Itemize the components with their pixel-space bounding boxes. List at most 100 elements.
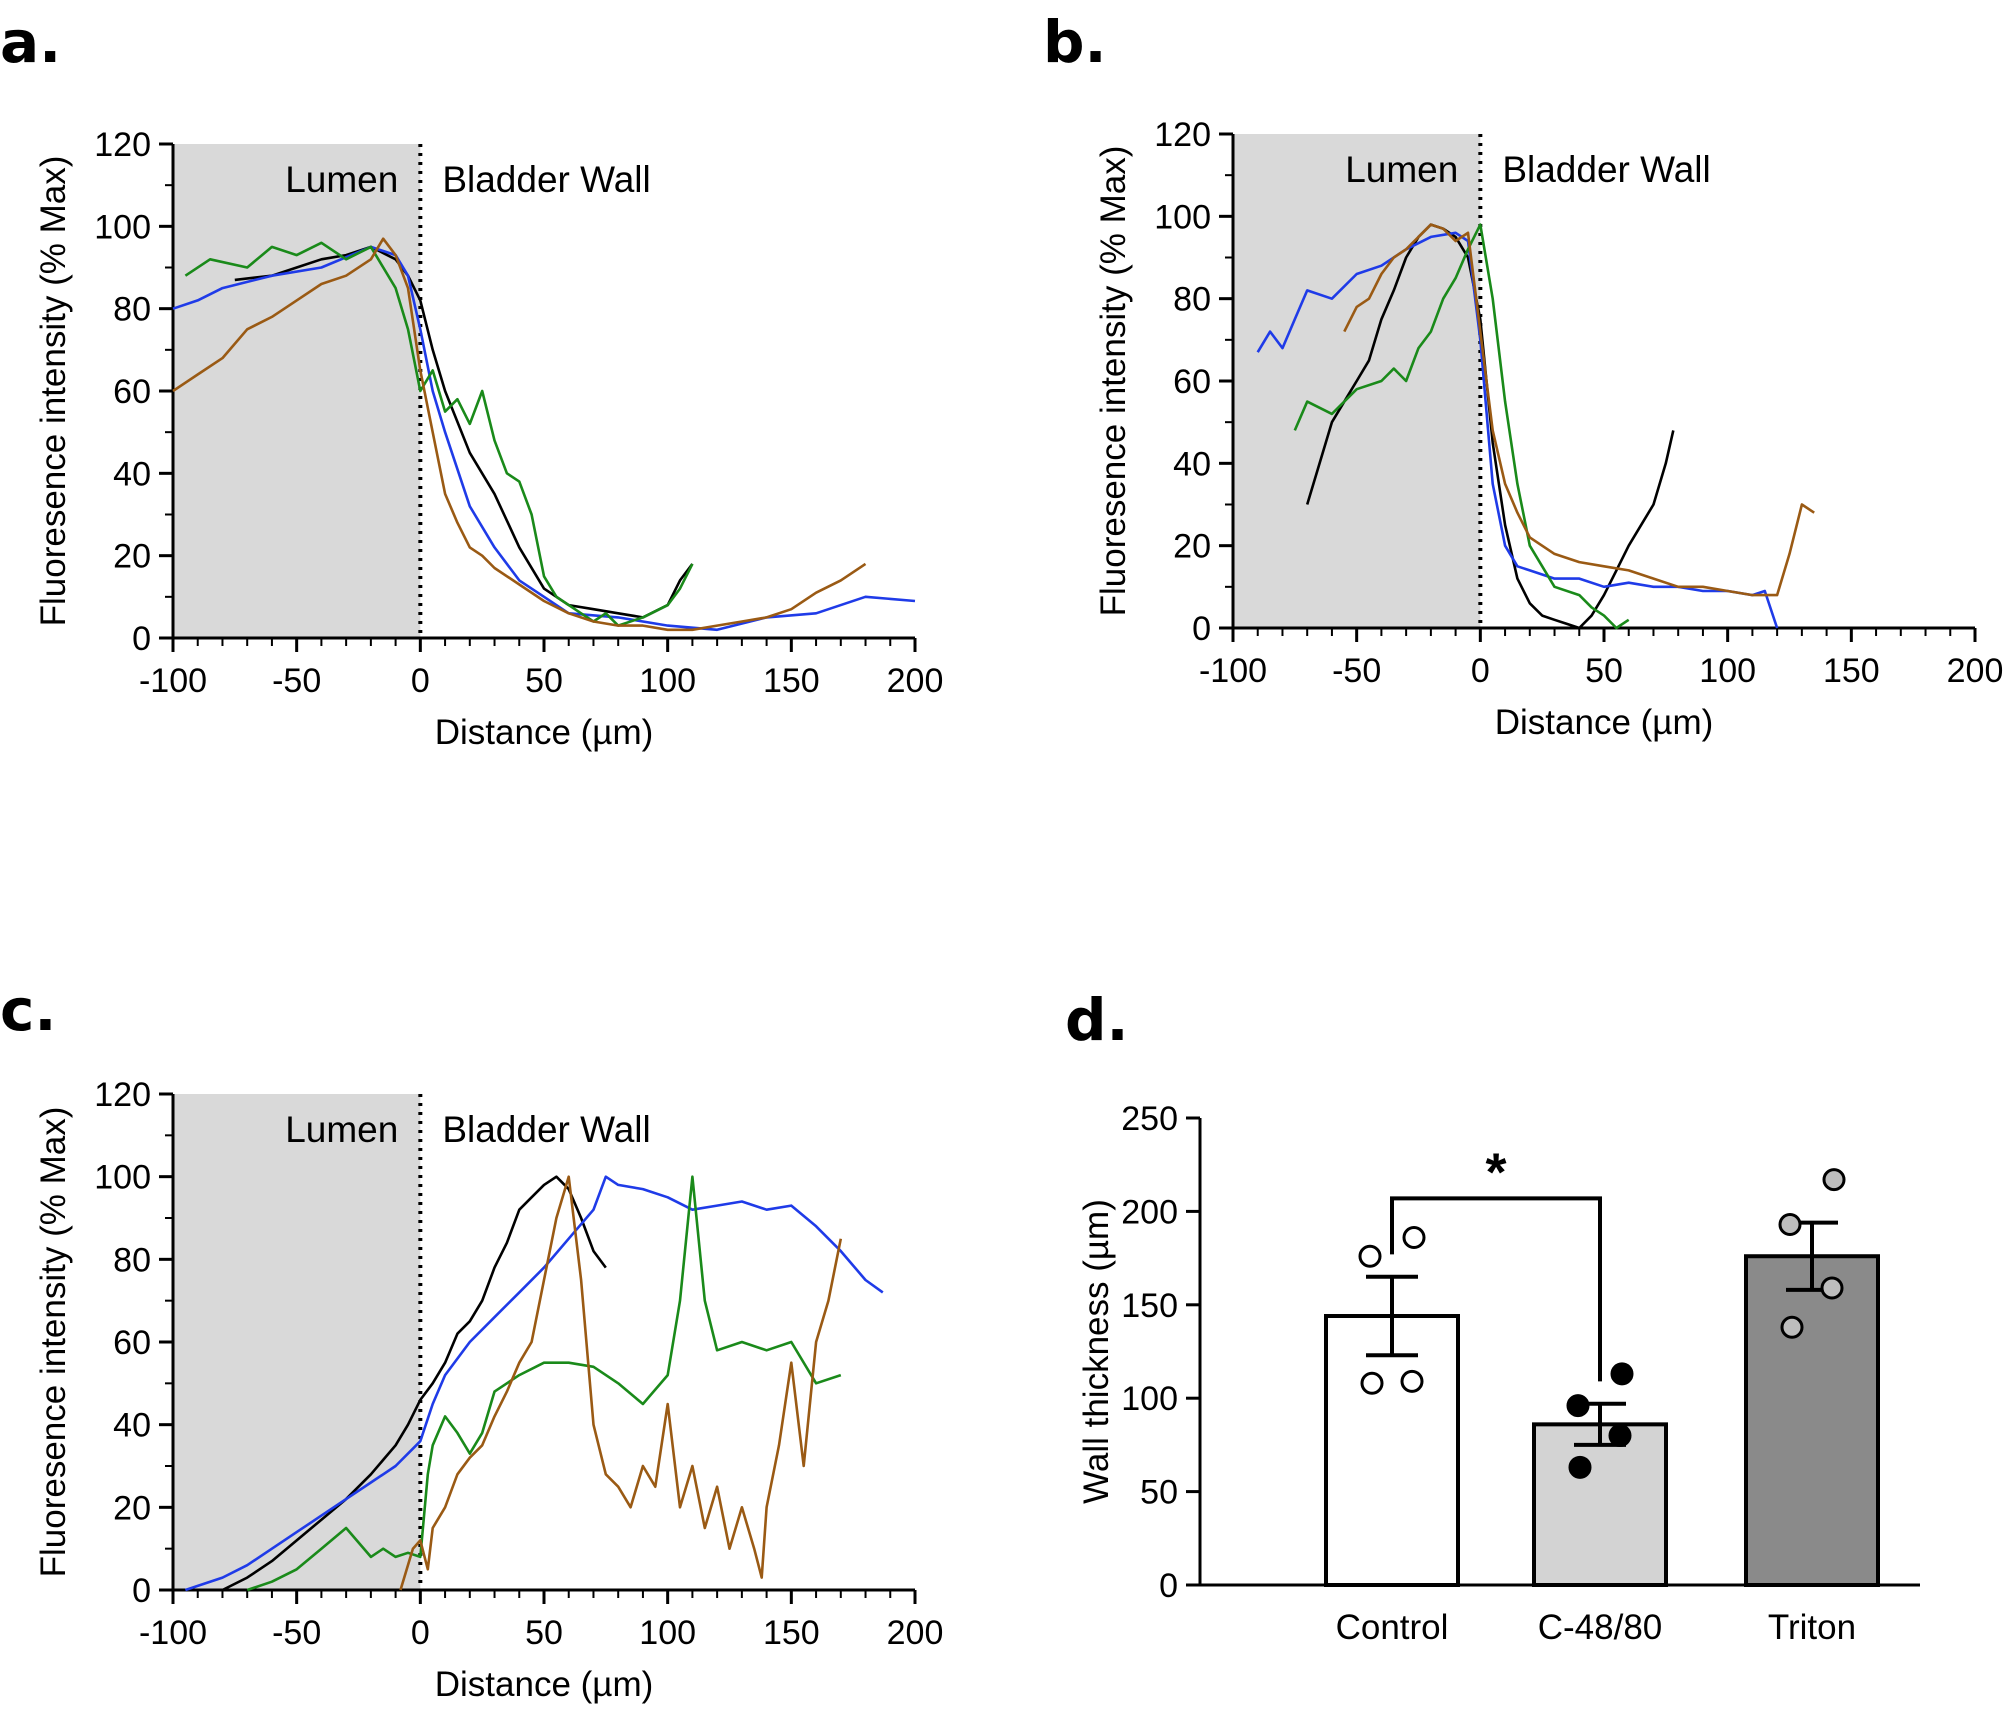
x-tick-label: 150 [1823, 652, 1880, 690]
x-axis-title: Distance (µm) [435, 1665, 654, 1704]
lumen-label: Lumen [1345, 149, 1458, 190]
x-tick-label: -50 [1332, 652, 1381, 690]
series-line-green [1293, 223, 1630, 630]
y-tick-label: 40 [1173, 445, 1211, 483]
category-label: Triton [1768, 1608, 1856, 1647]
category-label: Control [1336, 1608, 1449, 1647]
y-tick-label: 60 [113, 1324, 151, 1362]
bladder-wall-label: Bladder Wall [442, 159, 650, 200]
data-point [1400, 1369, 1424, 1393]
panel-letter: c. [0, 976, 56, 1044]
y-axis-title: Fluoresence intensity (% Max) [34, 1107, 73, 1578]
y-axis-title: Fluoresence intensity (% Max) [1094, 146, 1133, 617]
x-tick-label: 100 [1699, 652, 1756, 690]
series-line-brown [172, 237, 867, 632]
series-line-blue [172, 245, 916, 632]
data-point [1566, 1394, 1590, 1418]
significance-bracket [1390, 1196, 1602, 1382]
x-tick-label: -100 [1199, 652, 1267, 690]
data-point [1568, 1455, 1592, 1479]
y-tick-label: 150 [1121, 1287, 1178, 1325]
y-tick-label: 250 [1121, 1100, 1178, 1138]
x-tick-label: 150 [763, 662, 820, 700]
y-tick-label: 200 [1121, 1193, 1178, 1231]
y-tick-label: 100 [1154, 198, 1211, 236]
x-tick-label: -50 [272, 1614, 321, 1652]
y-tick-label: 0 [132, 1572, 151, 1610]
data-point [1608, 1424, 1632, 1448]
data-point [1780, 1315, 1804, 1339]
series-line-brown [1343, 223, 1815, 597]
y-tick-label: 100 [94, 1159, 151, 1197]
series-line-black [1305, 223, 1675, 630]
series-line-green [246, 1175, 842, 1592]
y-tick-label: 20 [113, 538, 151, 576]
x-tick-label: 100 [639, 662, 696, 700]
x-tick-label: 0 [1471, 652, 1490, 690]
series-line-blue [1256, 231, 1779, 629]
bladder-wall-label: Bladder Wall [1502, 149, 1710, 190]
bar-triton [1744, 1254, 1880, 1588]
x-tick-label: -50 [272, 662, 321, 700]
x-tick-label: 50 [525, 662, 563, 700]
series-line-black [234, 245, 694, 619]
y-tick-label: 40 [113, 1407, 151, 1445]
x-tick-label: -100 [139, 1614, 207, 1652]
y-axis-title: Wall thickness (µm) [1077, 1199, 1116, 1504]
panel-b: b. Lumen Bladder Wall 0 20 40 60 80 100 120 -100 -5… [1043, 8, 2003, 742]
bar-control [1324, 1314, 1460, 1588]
series-line-green [184, 241, 694, 627]
data-point [1358, 1244, 1382, 1268]
panel-c: c. Lumen Bladder Wall 0 20 40 60 80 100 120 -100 -5… [0, 976, 943, 1704]
panel-letter: a. [0, 8, 61, 76]
y-tick-label: 80 [113, 1241, 151, 1279]
y-tick-label: 50 [1140, 1474, 1178, 1512]
y-tick-label: 120 [94, 1076, 151, 1114]
y-tick-label: 20 [1173, 528, 1211, 566]
y-tick-label: 80 [1173, 281, 1211, 319]
x-tick-label: 50 [1585, 652, 1623, 690]
panel-letter: d. [1065, 986, 1129, 1054]
x-tick-label: 100 [639, 1614, 696, 1652]
bar-c-48-80 [1532, 1422, 1668, 1588]
lumen-shade [173, 1094, 421, 1590]
series-line-blue [184, 1175, 884, 1592]
y-tick-label: 120 [1154, 116, 1211, 154]
x-tick-label: 200 [887, 1614, 944, 1652]
y-tick-label: 0 [132, 620, 151, 658]
x-tick-label: 50 [525, 1614, 563, 1652]
panel-d: d. 0 50 100 150 200 250 Wall thickness (µm) Cont… [1065, 986, 1920, 1647]
y-tick-label: 40 [113, 455, 151, 493]
panel-a: a. Lumen Bladder Wall 0 20 40 60 80 100 120 -100 -5… [0, 8, 943, 752]
category-label: C-48/80 [1538, 1608, 1663, 1647]
data-point [1820, 1276, 1844, 1300]
data-point [1778, 1212, 1802, 1236]
x-tick-label: 200 [887, 662, 944, 700]
x-tick-label: 0 [411, 662, 430, 700]
y-tick-label: 0 [1159, 1567, 1178, 1605]
bladder-wall-label: Bladder Wall [442, 1109, 650, 1150]
y-tick-label: 120 [94, 126, 151, 164]
x-tick-label: -100 [139, 662, 207, 700]
data-point [1610, 1362, 1634, 1386]
lumen-shade [173, 144, 421, 638]
y-tick-label: 80 [113, 291, 151, 329]
x-tick-label: 0 [411, 1614, 430, 1652]
data-point [1402, 1226, 1426, 1250]
x-axis-title: Distance (µm) [1495, 703, 1714, 742]
panel-letter: b. [1043, 8, 1107, 76]
y-axis-title: Fluoresence intensity (% Max) [34, 156, 73, 627]
series-line-brown [399, 1175, 843, 1591]
y-tick-label: 100 [94, 208, 151, 246]
significance-star: * [1485, 1142, 1506, 1202]
data-point [1822, 1168, 1846, 1192]
y-tick-label: 60 [1173, 363, 1211, 401]
series-line-black [221, 1175, 607, 1592]
y-tick-label: 60 [113, 373, 151, 411]
y-tick-label: 20 [113, 1489, 151, 1527]
x-tick-label: 150 [763, 1614, 820, 1652]
data-point [1360, 1371, 1384, 1395]
x-axis-title: Distance (µm) [435, 713, 654, 752]
y-tick-label: 0 [1192, 610, 1211, 648]
